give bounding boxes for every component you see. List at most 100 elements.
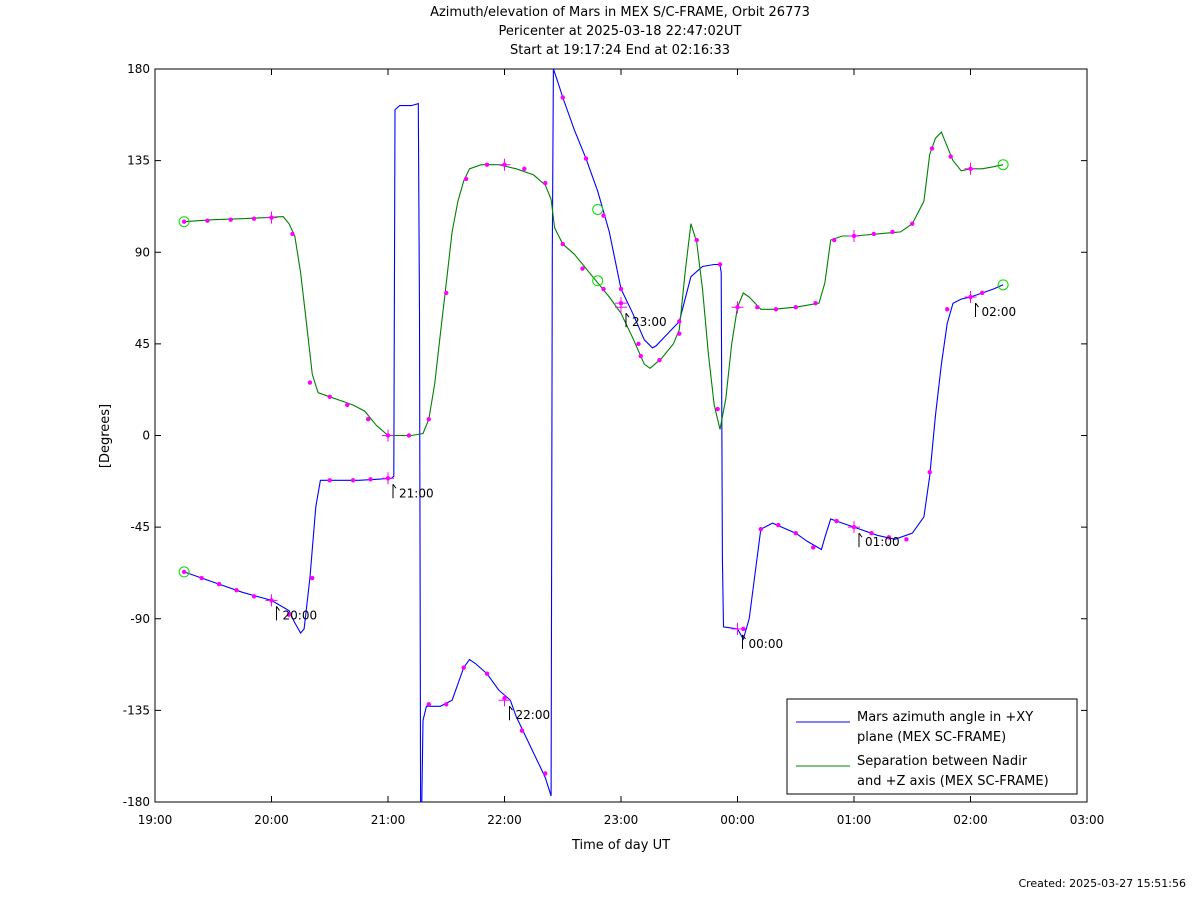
data-point-marker <box>601 213 606 218</box>
data-point-marker <box>638 353 644 359</box>
data-point-marker <box>522 166 527 171</box>
data-point-marker <box>583 156 589 161</box>
data-point-marker <box>345 402 350 408</box>
legend-label-azimuth-2: plane (MEX SC-FRAME) <box>857 730 1006 745</box>
y-tick-label: -135 <box>123 703 150 717</box>
chart-subtitle-start-end: Start at 19:17:24 End at 02:16:33 <box>509 43 731 58</box>
x-tick-label: 02:00 <box>953 813 988 827</box>
legend-label-azimuth-1: Mars azimuth angle in +XY <box>857 710 1033 725</box>
data-point-marker <box>426 702 431 707</box>
data-point-marker <box>444 702 449 707</box>
hour-label: 00:00 <box>749 637 784 651</box>
x-tick-label: 23:00 <box>604 813 639 827</box>
hour-pointer <box>625 312 630 318</box>
data-point-marker <box>484 671 490 676</box>
chart-subtitle-pericenter: Pericenter at 2025-03-18 22:47:02UT <box>498 24 742 39</box>
marker-layer: 20:00 21:00 22:00 23:00 00:00 01:00 02:00 <box>178 95 1017 776</box>
data-point-marker <box>886 535 892 540</box>
data-point-marker <box>694 237 699 243</box>
hour-pointer <box>276 606 280 611</box>
data-point-marker <box>307 380 313 385</box>
data-point-marker <box>657 357 662 363</box>
data-point-marker <box>543 180 548 186</box>
data-point-marker <box>677 331 682 336</box>
data-point-marker <box>793 531 798 536</box>
data-point-marker <box>560 95 565 100</box>
data-point-marker <box>290 231 295 237</box>
hour-pointer <box>742 634 746 640</box>
azimuth-series-line <box>183 68 1004 803</box>
x-tick-label: 22:00 <box>487 813 522 827</box>
data-point-marker <box>715 406 720 412</box>
data-point-marker <box>979 290 985 296</box>
legend-label-separation-1: Separation between Nadir <box>857 754 1028 769</box>
data-point-marker <box>948 154 953 159</box>
data-point-marker <box>834 518 839 524</box>
data-point-marker <box>181 219 187 224</box>
start-end-circle <box>997 279 1009 291</box>
data-point-marker <box>871 231 877 237</box>
x-tick-label: 00:00 <box>720 813 755 827</box>
x-tick-label: 20:00 <box>254 813 289 827</box>
data-point-marker <box>543 771 548 776</box>
data-point-marker <box>890 229 895 235</box>
hour-label: 02:00 <box>982 305 1017 319</box>
separation-series-line <box>184 131 1004 437</box>
data-point-marker <box>484 162 490 167</box>
data-point-marker <box>831 237 837 243</box>
y-tick-label: -180 <box>123 795 150 809</box>
data-point-marker <box>368 477 373 482</box>
hour-pointer <box>975 302 979 308</box>
created-timestamp: Created: 2025-03-27 15:51:56 <box>1018 877 1186 890</box>
data-point-marker <box>811 545 816 550</box>
data-point-marker <box>755 305 760 310</box>
hour-label: 21:00 <box>399 486 434 500</box>
x-tick-label: 01:00 <box>837 813 872 827</box>
chart-title: Azimuth/elevation of Mars in MEX S/C-FRA… <box>430 5 810 20</box>
x-tick-label: 19:00 <box>138 813 173 827</box>
data-point-marker <box>813 300 818 306</box>
y-tick-label: 90 <box>135 245 150 259</box>
series-layer <box>183 68 1004 803</box>
data-point-marker <box>205 218 210 223</box>
hour-label: 01:00 <box>865 535 900 549</box>
y-axis-label: [Degrees] <box>98 404 113 468</box>
data-point-marker <box>910 221 915 226</box>
data-point-marker <box>234 588 239 593</box>
data-point-marker <box>365 417 371 422</box>
data-point-marker <box>327 478 332 483</box>
data-point-marker <box>758 526 763 532</box>
pericenter-circle <box>592 275 604 287</box>
data-point-marker <box>444 290 449 296</box>
y-tick-label: 0 <box>142 429 150 443</box>
hour-pointer <box>392 483 397 489</box>
data-point-marker <box>181 569 187 575</box>
legend-label-separation-2: and +Z axis (MEX SC-FRAME) <box>857 774 1049 789</box>
data-point-marker <box>228 217 233 222</box>
data-point-marker <box>904 537 909 542</box>
legend: Mars azimuth angle in +XY plane (MEX SC-… <box>786 698 1078 795</box>
data-point-marker <box>776 522 781 528</box>
hour-pointer <box>509 705 513 711</box>
data-point-marker <box>636 341 641 347</box>
data-point-marker <box>773 307 779 312</box>
data-point-marker <box>350 478 356 483</box>
data-point-marker <box>216 581 222 587</box>
x-tick-label: 03:00 <box>1070 813 1105 827</box>
x-axis-label: Time of day UT <box>571 838 670 853</box>
y-tick-label: 135 <box>127 154 150 168</box>
data-point-marker <box>580 266 585 271</box>
data-point-marker <box>945 307 950 312</box>
data-point-marker <box>717 262 723 267</box>
y-tick-label: 180 <box>127 62 150 76</box>
start-end-circle <box>178 216 190 228</box>
legend-box <box>786 698 1078 795</box>
hour-label: 20:00 <box>283 608 318 622</box>
data-point-marker <box>286 612 292 617</box>
pericenter-circle <box>592 203 604 215</box>
data-point-marker <box>426 417 431 422</box>
plot-frame <box>154 68 1088 803</box>
start-end-circle <box>997 159 1009 171</box>
data-point-marker <box>251 216 257 221</box>
